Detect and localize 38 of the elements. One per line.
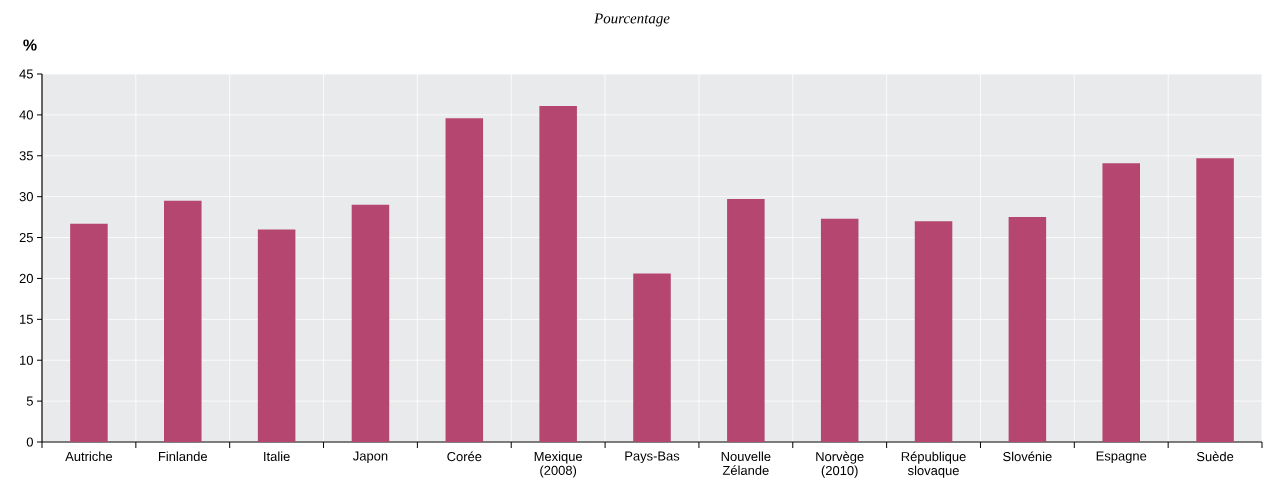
y-tick-label: 5	[26, 396, 33, 406]
x-tick-label: République slovaque	[901, 451, 966, 478]
bar	[351, 204, 390, 442]
bar	[727, 199, 765, 442]
x-tick-label: Japon	[353, 451, 388, 464]
x-tick-label: Italie	[264, 451, 290, 462]
bar	[164, 200, 202, 442]
y-axis-title: %	[23, 39, 37, 51]
y-tick-label: 35	[19, 151, 33, 161]
bar	[1196, 158, 1234, 442]
x-tick-label: Espagne	[1096, 451, 1147, 464]
x-tick-label: Suède	[1196, 451, 1234, 462]
y-tick-label: 10	[20, 355, 33, 365]
bar	[539, 105, 577, 442]
y-tick-label: 20	[19, 273, 33, 284]
y-tick-label: 15	[20, 314, 33, 324]
x-tick-label: Autriche	[65, 451, 113, 462]
x-tick-label: Nouvelle Zélande	[721, 451, 771, 475]
bar	[70, 223, 108, 442]
bar	[820, 218, 859, 442]
x-tick-label: Pays-Bas	[625, 451, 680, 464]
chart-subtitle: Pourcentage	[594, 13, 670, 27]
bar	[445, 118, 484, 442]
y-tick-label: 25	[19, 232, 33, 243]
y-tick-label: 0	[26, 437, 33, 447]
x-tick-label: Mexique (2008)	[534, 451, 583, 478]
y-tick-label: 45	[19, 69, 33, 79]
y-tick-label: 30	[19, 192, 33, 202]
x-tick-label: Corée	[447, 451, 482, 462]
bar	[1102, 163, 1140, 442]
x-tick-label: Slovénie	[1003, 451, 1052, 462]
bar	[1008, 217, 1047, 442]
y-tick-label: 40	[19, 110, 33, 120]
bar	[914, 221, 953, 442]
bar	[633, 273, 671, 442]
x-tick-label: Norvège (2010)	[816, 451, 864, 478]
x-tick-label: Finlande	[158, 451, 208, 462]
bar	[257, 229, 296, 442]
